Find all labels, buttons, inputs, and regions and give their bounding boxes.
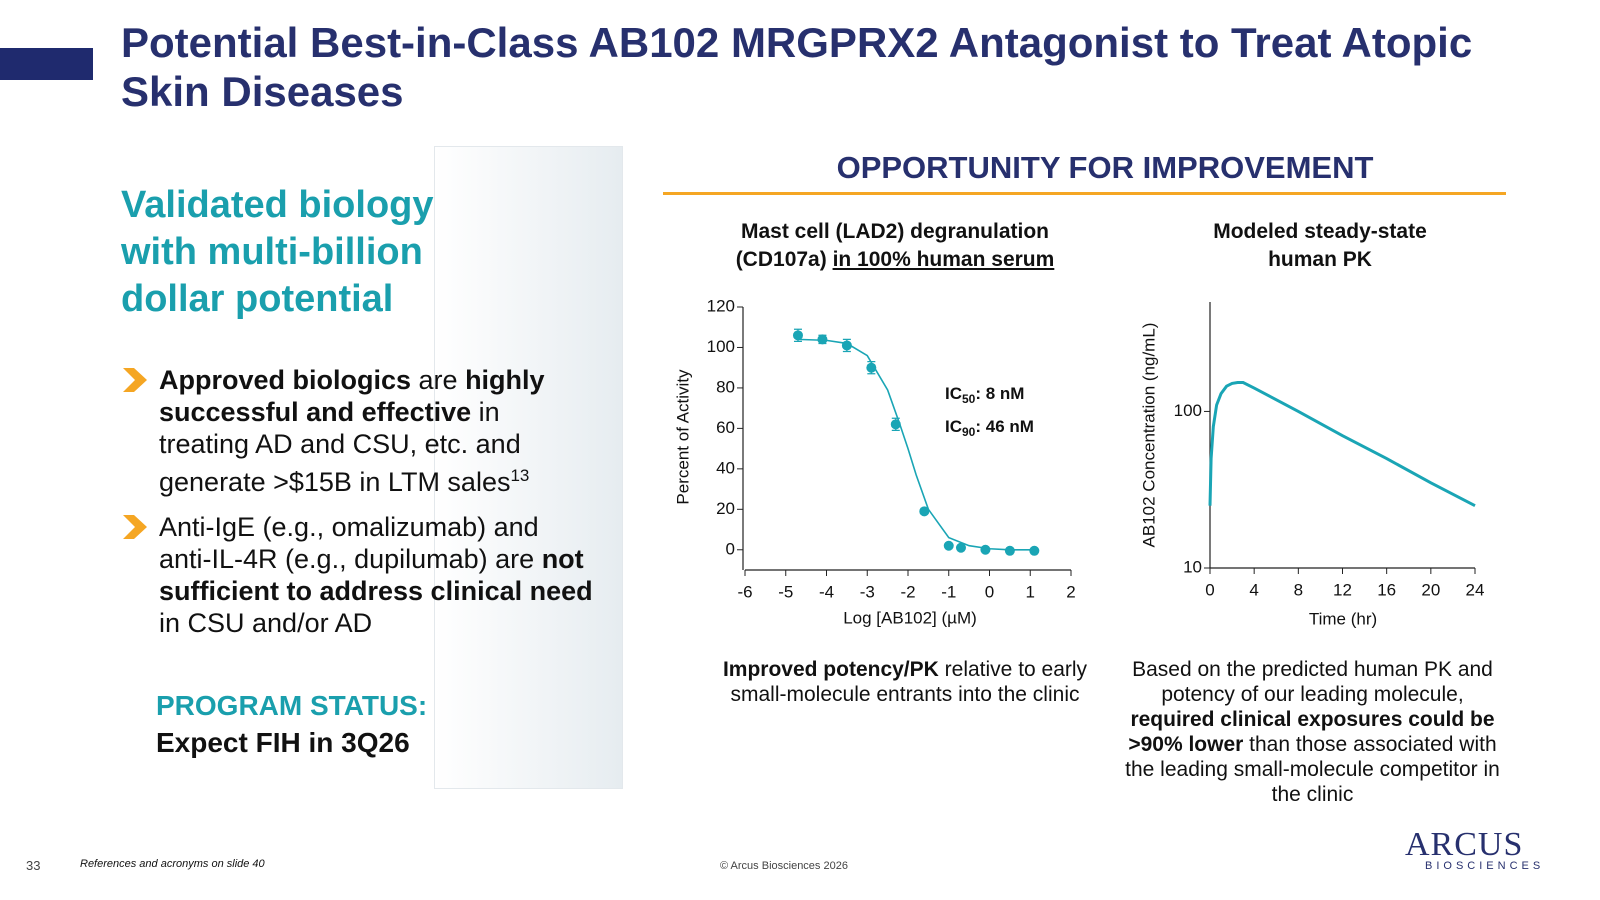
data-point bbox=[919, 506, 930, 517]
chart-title: Mast cell (LAD2) degranulation (CD107a) … bbox=[705, 218, 1085, 274]
text-run: Approved biologics bbox=[159, 365, 412, 395]
slide-title: Potential Best-in-Class AB102 MRGPRX2 An… bbox=[121, 19, 1473, 115]
data-point bbox=[817, 334, 828, 345]
y-tick-label: 60 bbox=[716, 418, 735, 437]
copyright: © Arcus Biosciences 2026 bbox=[720, 860, 848, 872]
rule bbox=[663, 192, 1506, 195]
data-point bbox=[841, 340, 852, 351]
annotation: IC50: 8 nM bbox=[945, 384, 1024, 406]
text-run: Based on the predicted human PK and pote… bbox=[1132, 658, 1493, 706]
logo-sub: BIOSCIENCES bbox=[1425, 860, 1545, 872]
text-run: are bbox=[411, 365, 466, 395]
caption: Based on the predicted human PK and pote… bbox=[1125, 657, 1500, 807]
x-tick-label: 12 bbox=[1333, 580, 1352, 599]
data-point bbox=[1029, 545, 1040, 556]
bullet-text: Approved biologics are highly successful… bbox=[159, 364, 593, 498]
bullet: Anti-IgE (e.g., omalizumab) and anti-IL-… bbox=[123, 511, 593, 639]
text-run: in CSU and/or AD bbox=[159, 608, 373, 638]
data-point bbox=[1004, 545, 1015, 556]
annotation-sub: 50 bbox=[962, 392, 976, 406]
chevron bbox=[123, 368, 147, 392]
data-point bbox=[980, 544, 991, 555]
status-label: PROGRAM STATUS: bbox=[156, 690, 428, 721]
y-tick-label: 100 bbox=[707, 337, 735, 356]
text-run: Mast cell (LAD2) degranulation (CD107a) bbox=[735, 220, 1050, 271]
y-tick-label: 120 bbox=[707, 296, 735, 315]
annotation: IC90: 46 nM bbox=[945, 417, 1034, 439]
text-run: in treating AD and CSU, etc. and generat… bbox=[159, 397, 521, 497]
text-run: required clinical exposures could be >90… bbox=[1128, 708, 1495, 756]
x-tick-label: 20 bbox=[1421, 580, 1440, 599]
caption: Improved potency/PK relative to early sm… bbox=[720, 657, 1090, 707]
x-tick-label: -4 bbox=[819, 582, 834, 601]
annotation-text: IC bbox=[945, 384, 962, 403]
x-tick-label: 2 bbox=[1066, 582, 1075, 601]
text-run: Anti-IgE (e.g., omalizumab) and anti-IL-… bbox=[159, 512, 542, 574]
annotation-text: IC bbox=[945, 417, 962, 436]
annotation-sub: 90 bbox=[962, 425, 976, 439]
text-run: relative to early small-molecule entrant… bbox=[730, 658, 1088, 706]
x-tick-label: 16 bbox=[1377, 580, 1396, 599]
annotation-rest: : 46 nM bbox=[975, 417, 1034, 436]
bullet-text: Anti-IgE (e.g., omalizumab) and anti-IL-… bbox=[159, 511, 593, 639]
x-tick-label: -6 bbox=[737, 582, 752, 601]
x-tick-label: -3 bbox=[860, 582, 875, 601]
fit-curve bbox=[797, 338, 1035, 551]
references: References and acronyms on slide 40 bbox=[80, 858, 265, 870]
text-run: in 100% human serum bbox=[832, 248, 1055, 271]
text-run: Improved potency/PK bbox=[722, 658, 939, 681]
y-axis-label: Percent of Activity bbox=[673, 369, 692, 505]
text-run: not sufficient to address clinical need bbox=[159, 544, 593, 606]
x-tick-label: -5 bbox=[778, 582, 793, 601]
bullet: Approved biologics are highly successful… bbox=[123, 364, 593, 498]
x-tick-label: -1 bbox=[941, 582, 956, 601]
x-tick-label: 24 bbox=[1466, 580, 1485, 599]
data-point bbox=[955, 542, 966, 553]
chevron bbox=[123, 515, 147, 539]
y-tick-label: 0 bbox=[726, 539, 735, 558]
data-point bbox=[943, 540, 954, 551]
text-run: 13 bbox=[510, 466, 530, 485]
data-point bbox=[792, 330, 803, 341]
y-tick-label: 100 bbox=[1174, 401, 1202, 420]
chart-title: Modeled steady-state human PK bbox=[1213, 220, 1427, 271]
x-tick-label: 0 bbox=[985, 582, 994, 601]
section-title: OPPORTUNITY FOR IMPROVEMENT bbox=[836, 150, 1374, 185]
pk-line bbox=[1208, 381, 1476, 508]
logo: ARCUS bbox=[1405, 826, 1524, 863]
data-point bbox=[890, 419, 901, 430]
status: Expect FIH in 3Q26 bbox=[156, 727, 410, 758]
y-axis-label: AB102 Concentration (ng/mL) bbox=[1139, 323, 1158, 548]
x-tick-label: 1 bbox=[1026, 582, 1035, 601]
annotation-rest: : 8 nM bbox=[975, 384, 1024, 403]
y-tick-label: 80 bbox=[716, 377, 735, 396]
y-tick-label: 20 bbox=[716, 499, 735, 518]
x-tick-label: -2 bbox=[900, 582, 915, 601]
x-axis-label: Time (hr) bbox=[1309, 609, 1377, 628]
x-tick-label: 8 bbox=[1294, 580, 1303, 599]
headline: Validated biology with multi-billion dol… bbox=[121, 184, 434, 320]
x-tick-label: 4 bbox=[1249, 580, 1258, 599]
y-tick-label: 10 bbox=[1183, 557, 1202, 576]
text-run: than those associated with the leading s… bbox=[1125, 733, 1500, 806]
text-run: highly successful and effective bbox=[159, 365, 545, 427]
data-point bbox=[866, 362, 877, 373]
page-number: 33 bbox=[26, 858, 41, 873]
accent-block bbox=[0, 48, 93, 80]
x-tick-label: 0 bbox=[1205, 580, 1214, 599]
x-axis-label: Log [AB102] (µM) bbox=[843, 608, 977, 627]
y-tick-label: 40 bbox=[716, 458, 735, 477]
panel bbox=[434, 146, 623, 789]
